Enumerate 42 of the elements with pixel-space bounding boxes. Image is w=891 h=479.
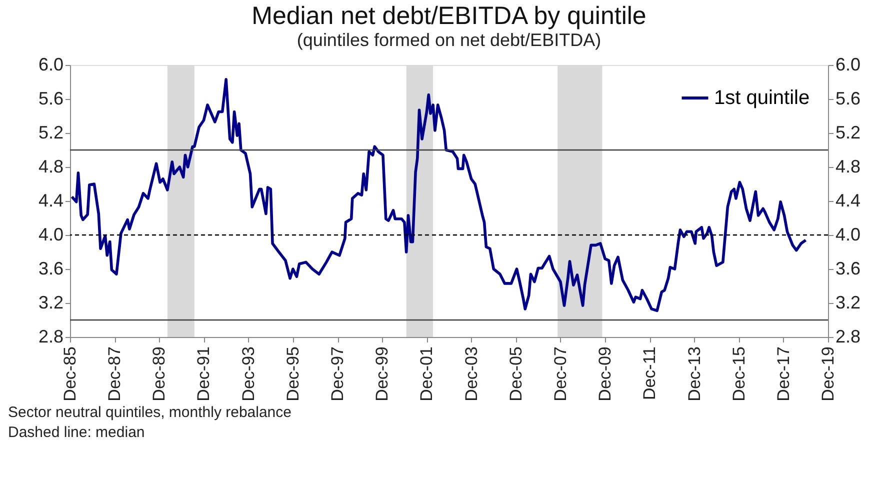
x-tick-label: Dec-91 [194,346,214,402]
chart-subtitle: (quintiles formed on net debt/EBITDA) [296,30,602,50]
y-tick-label: 3.2 [38,292,64,312]
x-tick-label: Dec-93 [238,346,258,402]
y2-tick-label: 4.0 [836,224,861,244]
y-tick-label: 6.0 [38,54,64,74]
y2-tick-label: 6.0 [836,54,861,74]
x-tick-label: Dec-95 [283,346,302,402]
text: Dashed line: median [8,424,145,441]
x-tick-label: Dec-99 [372,346,392,402]
x-tick-label: Dec-13 [684,346,704,402]
y2-tick-label: 4.8 [836,156,861,176]
x-tick-label: Dec-11 [640,346,660,400]
x-tick-label: Dec-05 [506,346,526,402]
y-tick-label: 5.6 [38,88,64,108]
y-tick-label: 5.2 [38,122,64,142]
y-tick-label: 2.8 [38,326,64,346]
x-tick-label: Dec-97 [328,346,348,402]
x-tick-label: Dec-85 [60,346,80,402]
x-tick-label: Dec-15 [729,346,748,402]
text: Sector neutral quintiles, monthly rebalance [8,404,292,421]
y2-tick-label: 3.2 [836,292,861,312]
x-tick-label: Dec-07 [550,346,570,402]
x-tick-label: Dec-09 [596,346,615,402]
y-tick-label: 4.4 [38,190,64,210]
chart-title: Median net debt/EBITDA by quintile [252,2,646,30]
y2-tick-label: 4.4 [836,190,861,210]
x-tick-label: Dec-19 [818,346,838,402]
y-tick-label: 4.8 [38,156,64,176]
y2-tick-label: 5.2 [836,122,861,142]
x-tick-label: Dec-89 [150,346,169,402]
y-tick-label: 3.6 [38,258,64,278]
x-tick-label: Dec-87 [105,346,124,402]
legend-label: 1st quintile [714,87,810,109]
x-tick-label: Dec-03 [462,346,481,402]
y2-tick-label: 2.8 [836,326,861,346]
y2-tick-label: 3.6 [836,258,861,278]
x-tick-label: Dec-01 [417,346,436,402]
line-series [70,78,808,312]
y-tick-label: 4.0 [38,224,64,244]
x-tick-label: Dec-17 [774,346,793,402]
y2-tick-label: 5.6 [836,88,861,108]
